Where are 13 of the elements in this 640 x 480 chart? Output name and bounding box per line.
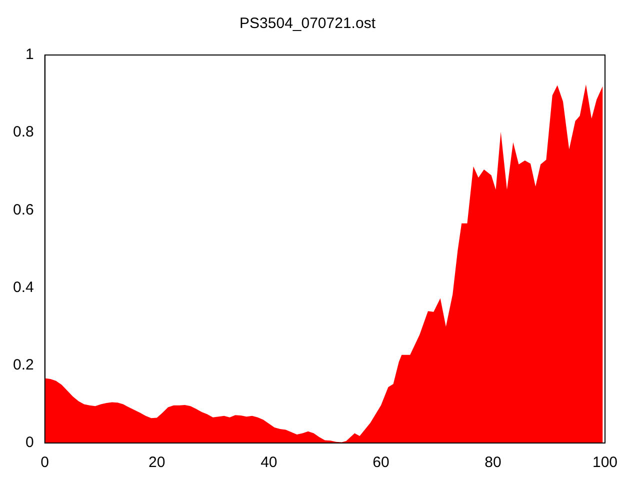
x-tick-label: 0 [40,454,50,472]
y-tick-label: 0.8 [12,124,34,141]
x-tick-label: 60 [372,454,390,472]
x-tick-label: 20 [148,454,166,472]
y-tick-label: 0.6 [12,201,34,218]
x-tick-label: 80 [484,454,502,472]
y-tick-label: 0 [26,434,34,452]
x-tick-label: 40 [260,454,278,472]
y-tick-label: 0.4 [12,278,34,296]
chart-title: PS3504_070721.ost [240,15,376,32]
x-tick-label: 100 [592,454,618,472]
y-tick-label: 0.2 [12,356,34,374]
y-tick-label: 1 [26,46,34,64]
